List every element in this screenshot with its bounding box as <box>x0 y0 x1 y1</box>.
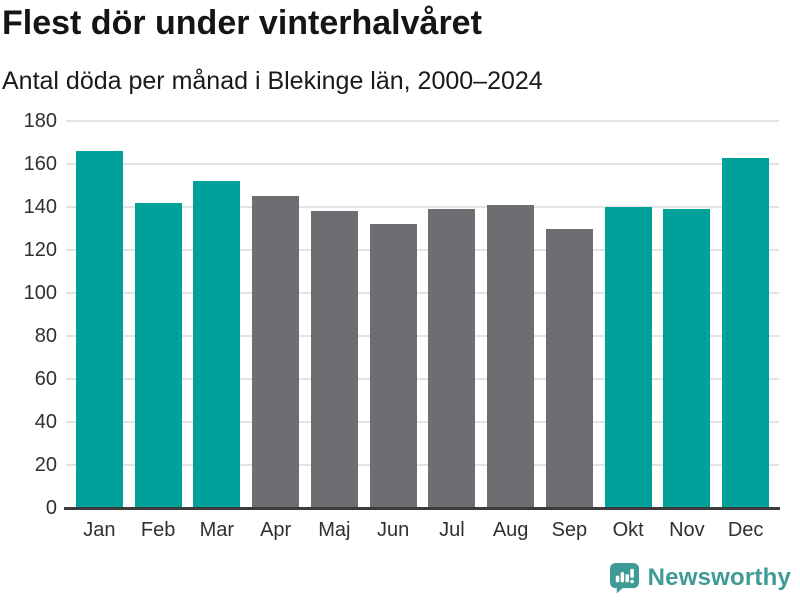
bar-feb <box>134 202 182 508</box>
y-tick-label-180: 180 <box>23 110 57 132</box>
y-tick-label-40: 40 <box>34 411 57 433</box>
x-tick-label-jan: Jan <box>83 519 116 541</box>
bar-okt <box>604 207 652 508</box>
x-tick-label-aug: Aug <box>492 519 529 541</box>
y-tick-label-80: 80 <box>34 325 57 347</box>
gridline-20 <box>66 464 779 466</box>
x-tick-label-jun: Jun <box>377 519 410 541</box>
x-axis-line <box>64 507 780 510</box>
bar-jan <box>75 151 123 508</box>
y-tick-label-160: 160 <box>23 153 57 175</box>
bar-jul <box>428 209 476 508</box>
bar-dec <box>722 157 770 508</box>
x-tick-label-apr: Apr <box>260 519 292 541</box>
x-tick-label-jul: Jul <box>439 519 465 541</box>
x-tick-label-sep: Sep <box>551 519 588 541</box>
y-tick-label-120: 120 <box>23 239 57 261</box>
x-tick-label-nov: Nov <box>669 519 705 541</box>
y-tick-label-20: 20 <box>34 454 57 476</box>
bar-apr <box>252 196 300 508</box>
bar-nov <box>663 209 711 508</box>
x-tick-label-mar: Mar <box>199 519 235 541</box>
x-tick-label-maj: Maj <box>318 519 351 541</box>
gridline-160 <box>66 163 779 165</box>
bar-aug <box>487 204 535 508</box>
gridline-120 <box>66 249 779 251</box>
newsworthy-logo-icon <box>609 562 639 593</box>
y-tick-label-140: 140 <box>23 196 57 218</box>
chart-subtitle: Antal döda per månad i Blekinge län, 200… <box>2 67 543 95</box>
gridline-100 <box>66 292 779 294</box>
bar-sep <box>545 228 593 508</box>
x-tick-label-okt: Okt <box>612 519 644 541</box>
y-tick-label-100: 100 <box>23 282 57 304</box>
bar-maj <box>310 211 358 508</box>
gridline-180 <box>66 120 779 122</box>
chart-title: Flest dör under vinterhalvåret <box>2 4 482 42</box>
bar-mar <box>193 181 241 508</box>
x-tick-label-dec: Dec <box>727 519 764 541</box>
plot-area <box>66 120 779 508</box>
gridline-80 <box>66 335 779 337</box>
x-tick-label-feb: Feb <box>140 519 176 541</box>
gridline-60 <box>66 378 779 380</box>
brand-footer: Newsworthy <box>609 562 791 593</box>
bar-jun <box>369 224 417 508</box>
y-tick-label-0: 0 <box>45 497 57 519</box>
brand-name: Newsworthy <box>647 563 791 591</box>
gridline-140 <box>66 206 779 208</box>
y-tick-label-60: 60 <box>34 368 57 390</box>
gridline-40 <box>66 421 779 423</box>
